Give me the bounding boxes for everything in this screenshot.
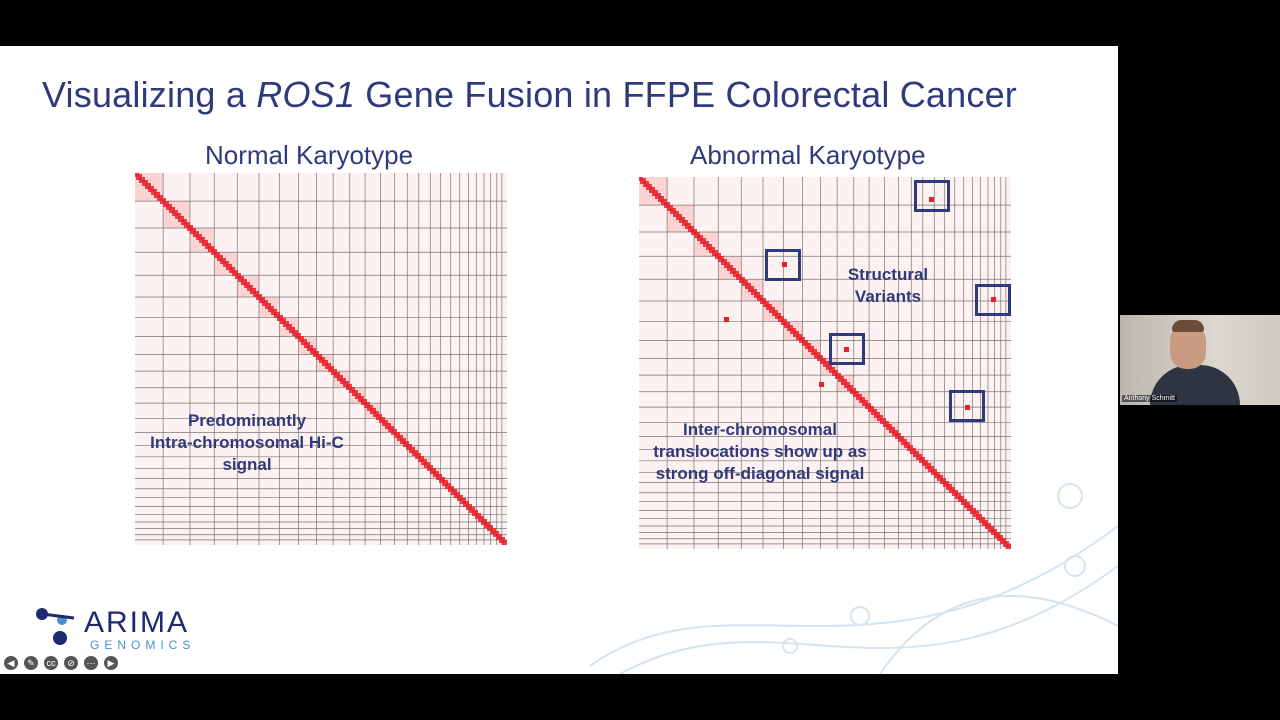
- structural-variant-box: [765, 249, 801, 281]
- logo-sub: GENOMICS: [90, 638, 196, 652]
- translocation-annotation: Inter-chromosomal translocations show up…: [640, 419, 880, 485]
- structural-variant-box: [829, 333, 865, 365]
- pen-icon[interactable]: ✎: [24, 656, 38, 670]
- trans-annotation-line-3: strong off-diagonal signal: [655, 464, 865, 483]
- hide-icon[interactable]: ⊘: [64, 656, 78, 670]
- off-diagonal-signal: [929, 197, 934, 202]
- arima-logo: ARIMA GENOMICS: [34, 604, 214, 654]
- title-part-2: Gene Fusion in FFPE Colorectal Cancer: [355, 74, 1017, 115]
- diagonal-signal: [502, 540, 507, 545]
- normal-hic-map: [135, 173, 507, 545]
- off-diagonal-signal: [991, 297, 996, 302]
- structural-variants-annotation: Structural Variants: [840, 264, 936, 308]
- title-part-1: Visualizing a: [42, 74, 257, 115]
- webcam-person-hair: [1172, 320, 1204, 332]
- normal-karyotype-title: Normal Karyotype: [205, 140, 414, 170]
- structural-variant-box: [914, 180, 950, 212]
- diagonal-signal: [1006, 544, 1011, 549]
- captions-icon[interactable]: cc: [44, 656, 58, 670]
- sv-annotation-line-1: Structural: [847, 265, 929, 284]
- webcam-name-label: Anthony Schmitt: [1122, 395, 1177, 402]
- normal-hic-svg: [135, 173, 507, 545]
- more-options-icon[interactable]: ⋯: [84, 656, 98, 670]
- next-slide-icon[interactable]: ▶: [104, 656, 118, 670]
- normal-annotation-line-2: Intra-chromosomal Hi-C: [150, 433, 344, 452]
- dna-decoration: [589, 483, 1118, 674]
- arima-mark-icon: [36, 608, 75, 645]
- title-gene: ROS1: [256, 74, 356, 115]
- abnormal-hic-svg: [639, 177, 1011, 549]
- slide: Visualizing a ROS1 Gene Fusion in FFPE C…: [0, 46, 1118, 674]
- normal-annotation-line-3: signal: [222, 455, 272, 474]
- trans-annotation-line-2: translocations show up as: [653, 442, 867, 461]
- structural-variant-box: [949, 390, 985, 422]
- slide-title: Visualizing a ROS1 Gene Fusion in FFPE C…: [42, 74, 1017, 116]
- normal-annotation: Predominantly Intra-chromosomal Hi-C sig…: [140, 410, 354, 476]
- logo-word: ARIMA: [84, 606, 190, 639]
- structural-variant-box: [975, 284, 1011, 316]
- prev-slide-icon[interactable]: ◀: [4, 656, 18, 670]
- off-diagonal-signal: [724, 317, 729, 322]
- off-diagonal-signal: [844, 347, 849, 352]
- abnormal-karyotype-title: Abnormal Karyotype: [690, 140, 926, 170]
- off-diagonal-signal: [965, 405, 970, 410]
- webcam-thumbnail: Anthony Schmitt: [1120, 315, 1280, 405]
- normal-annotation-line-1: Predominantly: [187, 411, 307, 430]
- trans-annotation-line-1: Inter-chromosomal: [683, 420, 837, 439]
- sv-annotation-line-2: Variants: [854, 287, 922, 306]
- abnormal-hic-map: [639, 177, 1011, 549]
- off-diagonal-signal: [782, 262, 787, 267]
- slideshow-controls: ◀ ✎ cc ⊘ ⋯ ▶: [4, 656, 118, 670]
- off-diagonal-signal: [819, 382, 824, 387]
